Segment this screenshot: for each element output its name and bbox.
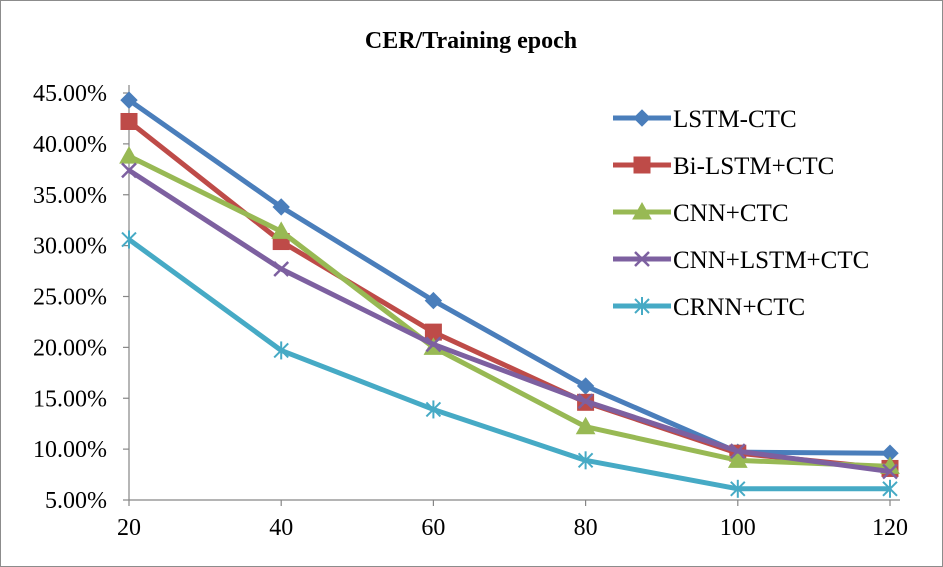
data-point [119, 146, 139, 164]
y-tick-label: 20.00% [33, 335, 107, 361]
data-point [271, 221, 292, 239]
y-tick-label: 40.00% [33, 132, 107, 158]
x-tick-label: 20 [117, 515, 141, 541]
data-point [882, 463, 898, 480]
legend-label: CNN+LSTM+CTC [673, 247, 869, 274]
legend-marker [634, 251, 650, 267]
x-tick-label: 80 [574, 515, 598, 541]
data-point [730, 479, 746, 498]
x-tick-label: 120 [872, 515, 908, 541]
series-cnn-lstm-ctc [121, 162, 898, 480]
x-tick-label: 60 [421, 515, 445, 541]
legend: LSTM-CTC Bi-LSTM+CTC CNN+CTC CNN+LSTM+CTC CR… [613, 106, 869, 321]
legend-marker [632, 201, 652, 220]
legend-marker [634, 297, 650, 315]
data-point [120, 91, 138, 109]
legend-item: LSTM-CTC [613, 106, 797, 133]
series-crnn-ctc [121, 230, 898, 498]
series-line [127, 153, 891, 469]
legend-item: Bi-LSTM+CTC [613, 153, 834, 180]
data-point [121, 230, 137, 249]
x-tick-label: 100 [720, 515, 756, 541]
data-point [575, 416, 596, 435]
legend-label: CNN+CTC [673, 200, 789, 227]
data-point [424, 291, 443, 310]
data-point [273, 261, 290, 277]
legend-item: CNN+CTC [613, 200, 789, 227]
data-point [425, 400, 442, 419]
chart-title: CER/Training epoch [365, 28, 577, 54]
data-point [727, 450, 748, 468]
data-point [273, 341, 289, 360]
data-point [577, 393, 594, 410]
y-tick-label: 35.00% [33, 183, 107, 209]
data-point [729, 443, 746, 460]
data-point [121, 162, 137, 179]
axes: 5.00% 10.00% 15.00% 20.00% 25.00% 30.00% 35.00… [33, 81, 908, 541]
y-tick-label: 30.00% [33, 234, 107, 260]
y-tick-label: 10.00% [33, 437, 107, 463]
series-line [127, 168, 891, 474]
legend-item: CRNN+CTC [613, 294, 805, 321]
legend-marker [633, 109, 651, 127]
legend-label: CRNN+CTC [673, 294, 805, 321]
data-point [425, 336, 442, 353]
x-tick-label: 40 [269, 515, 293, 541]
series-lstm-ctc [120, 91, 899, 462]
legend-label: Bi-LSTM+CTC [673, 153, 834, 180]
data-point [272, 198, 290, 216]
series-line [127, 237, 890, 492]
y-tick-label: 15.00% [33, 386, 107, 412]
data-point [120, 112, 138, 130]
data-point [577, 451, 594, 470]
series-layer [119, 91, 900, 498]
y-tick-label: 25.00% [33, 285, 107, 311]
data-point [882, 479, 898, 498]
legend-label: LSTM-CTC [673, 106, 797, 133]
y-tick-label: 45.00% [33, 81, 107, 107]
y-tick-label: 5.00% [45, 488, 107, 514]
legend-item: CNN+LSTM+CTC [613, 247, 869, 274]
legend-marker [633, 156, 651, 174]
